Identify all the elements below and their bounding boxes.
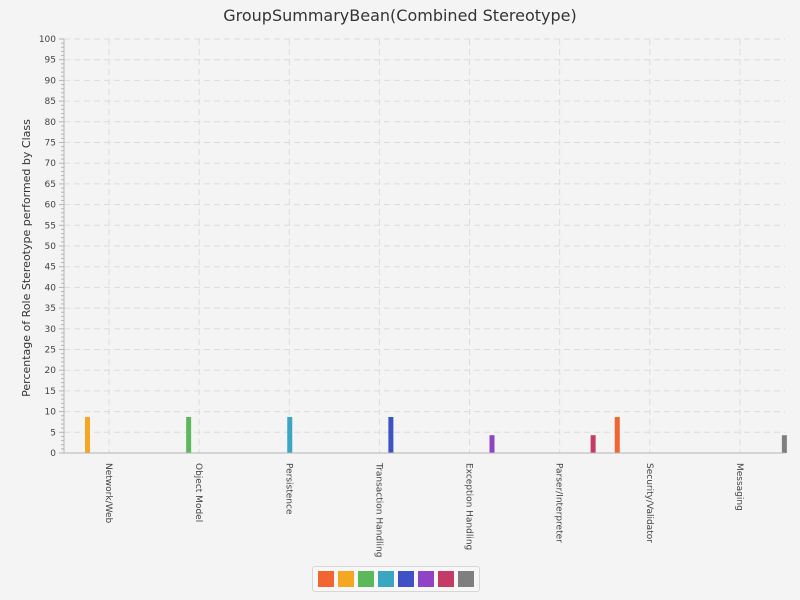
y-axis: 0 5 10 15 20 25 30 35 40 45 50 55 60 65 70 75 80 85 90 95 10… (39, 35, 65, 459)
legend-swatch[interactable] (378, 571, 394, 587)
bar (186, 416, 192, 453)
y-tick-label: 55 (45, 221, 56, 231)
bar (85, 416, 90, 453)
x-category-label: Persistence (283, 463, 293, 515)
y-tick-label: 80 (45, 118, 57, 128)
bar (614, 416, 620, 453)
y-tick-label: 70 (45, 159, 57, 169)
y-tick-label: 100 (39, 35, 56, 45)
bar (287, 416, 293, 453)
y-tick-label: 65 (45, 180, 56, 190)
legend-swatch[interactable] (398, 571, 414, 587)
y-tick-label: 20 (45, 366, 57, 376)
y-tick-label: 35 (45, 304, 56, 314)
chart-title: GroupSummaryBean(Combined Stereotype) (223, 6, 577, 25)
y-tick-label: 0 (50, 449, 56, 459)
bar (489, 435, 495, 453)
y-tick-label: 60 (45, 201, 57, 211)
x-category-label: Transaction Handling (373, 462, 383, 557)
y-tick-label: 75 (45, 139, 56, 149)
y-tick-label: 25 (45, 346, 56, 356)
y-tick-label: 45 (45, 263, 56, 273)
legend-swatch[interactable] (338, 571, 354, 587)
legend-swatch[interactable] (438, 571, 454, 587)
legend-swatch[interactable] (318, 571, 334, 587)
legend-swatch[interactable] (418, 571, 434, 587)
y-tick-label: 40 (45, 283, 57, 293)
x-category-label: Network/Web (103, 463, 113, 524)
y-tick-label: 30 (45, 325, 57, 335)
y-tick-label: 10 (45, 408, 57, 418)
x-category-label: Parser/Interpreter (554, 463, 564, 543)
x-axis: Network/Web Object Model Persistence Transa… (64, 452, 785, 557)
legend-swatch[interactable] (458, 571, 474, 587)
y-tick-label: 90 (45, 76, 57, 86)
y-tick-label: 5 (50, 428, 56, 438)
x-category-label: Messaging (734, 463, 744, 511)
y-tick-label: 50 (45, 242, 57, 252)
legend-swatch[interactable] (358, 571, 374, 587)
legend (312, 566, 480, 592)
bar (388, 416, 394, 453)
x-category-label: Object Model (193, 463, 203, 522)
x-category-label: Exception Handling (464, 463, 474, 550)
x-category-label: Security/Validator (644, 463, 654, 543)
bars (85, 416, 787, 453)
bar (590, 435, 596, 453)
y-tick-label: 95 (45, 56, 56, 66)
y-axis-label: Percentage of Role Stereotype performed … (20, 119, 33, 397)
y-tick-label: 15 (45, 387, 56, 397)
grid (64, 38, 785, 453)
bar (781, 435, 787, 453)
y-tick-label: 85 (45, 97, 56, 107)
